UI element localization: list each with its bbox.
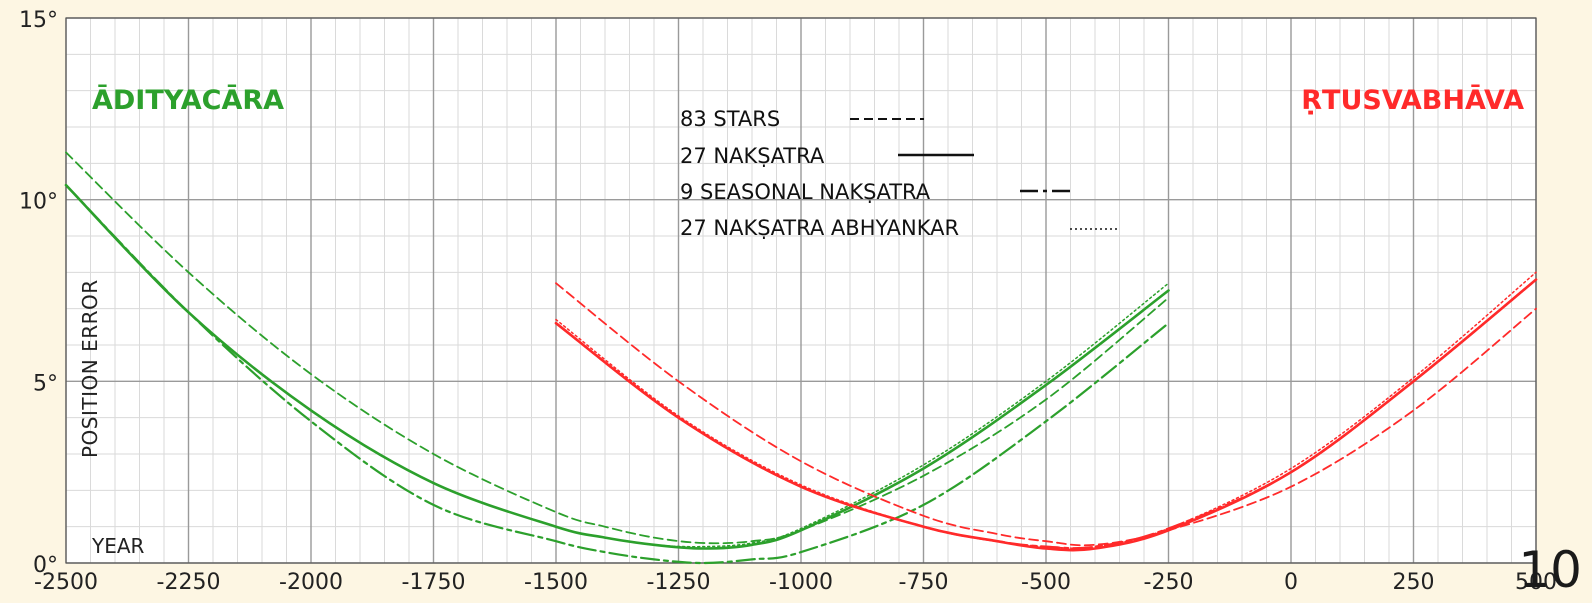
legend-label-83-stars: 83 STARS — [680, 107, 780, 131]
x-tick-label: -1500 — [524, 570, 588, 595]
x-tick-label: -750 — [899, 570, 949, 595]
annotation-adityacara: ĀDITYACĀRA — [92, 84, 284, 116]
y-tick-labels: 0° 5° 10° 15° — [19, 8, 58, 578]
x-tick-label: -500 — [1021, 570, 1071, 595]
x-tick-label: 0 — [1284, 570, 1298, 595]
adityacara-series-dashed — [65, 151, 1170, 545]
x-tick-label: -2500 — [34, 570, 98, 595]
legend-label-27-naksatra-abhyankar: 27 NAKṢATRA ABHYANKAR — [680, 216, 959, 240]
legend-label-27-naksatra: 27 NAKṢATRA — [680, 144, 825, 168]
series-layer — [64, 151, 1538, 565]
plot-frame — [65, 17, 1537, 564]
y-tick-label: 15° — [19, 8, 58, 33]
x-tick-label: -2000 — [279, 570, 343, 595]
y-tick-label: 0° — [33, 553, 58, 578]
x-tick-label: -2250 — [157, 570, 221, 595]
x-tick-label: -1000 — [769, 570, 833, 595]
y-tick-label: 10° — [19, 190, 58, 215]
rtusvabhava-series-dotted — [555, 271, 1537, 549]
rtusvabhava-series-dashed — [555, 282, 1537, 547]
y-tick-label: 5° — [33, 371, 58, 396]
adityacara-series-dotted — [65, 184, 1170, 548]
y-axis-label: POSITION ERROR — [78, 279, 102, 458]
x-tick-label: 250 — [1393, 570, 1435, 595]
x-tick-labels: -2500 -2250 -2000 -1750 -1500 -1250 -1000 -750-… — [34, 570, 1557, 595]
x-tick-label: -250 — [1144, 570, 1194, 595]
adityacara-series-dashdot — [64, 184, 1170, 565]
legend-label-9-seasonal-naksatra: 9 SEASONAL NAKṢATRA — [680, 180, 931, 204]
x-tick-label: -1750 — [402, 570, 466, 595]
legend: 83 STARS 27 NAKṢATRA 9 SEASONAL NAKṢATRA… — [680, 107, 1118, 240]
x-tick-label: -1250 — [647, 570, 711, 595]
x-tick-label: 500 — [1515, 570, 1557, 595]
x-axis-label: YEAR — [91, 534, 145, 558]
page-number: 10 — [1518, 541, 1582, 599]
annotation-rtusvabhava: ṚTUSVABHĀVA — [1301, 84, 1524, 116]
